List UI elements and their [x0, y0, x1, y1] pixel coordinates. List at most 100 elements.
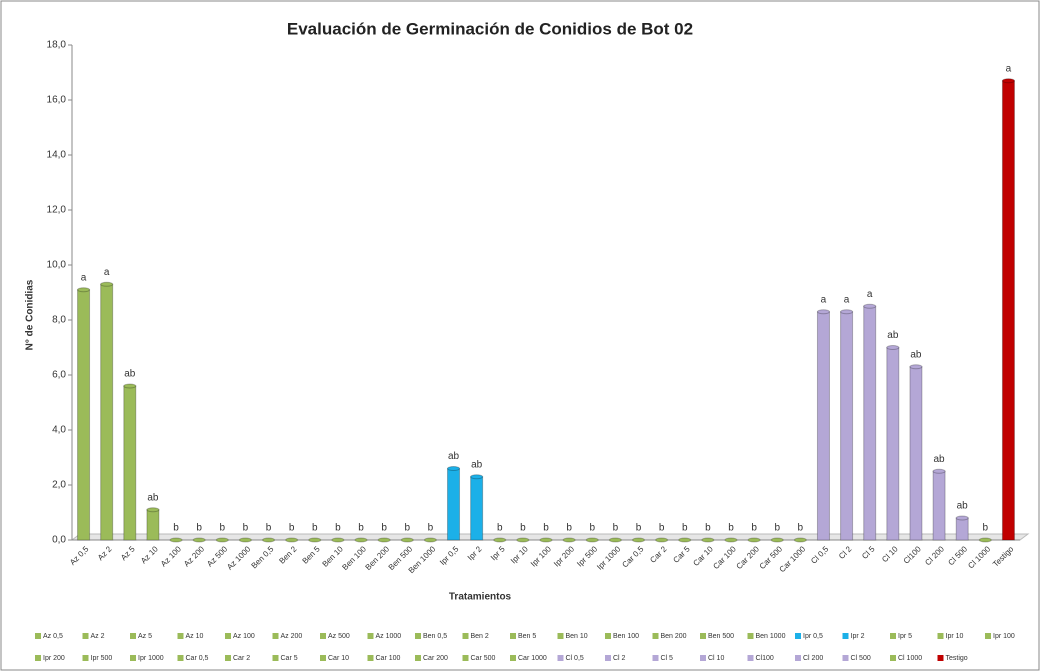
significance-letter: b — [543, 523, 549, 534]
legend-label: Cl 10 — [708, 655, 724, 662]
legend-swatch — [177, 655, 184, 661]
legend-swatch — [842, 633, 849, 639]
legend-label: Az 1000 — [376, 633, 402, 640]
legend-swatch — [890, 633, 896, 639]
significance-letter: b — [566, 523, 572, 534]
significance-letter: b — [266, 523, 272, 534]
significance-letter: a — [1006, 63, 1012, 74]
bar — [909, 366, 923, 541]
legend-swatch — [747, 633, 754, 639]
bar — [816, 311, 830, 541]
bar — [932, 470, 946, 541]
legend-label: Cl 5 — [661, 655, 674, 662]
legend-swatch — [320, 633, 326, 639]
significance-letter: ab — [124, 369, 136, 380]
legend-swatch — [510, 633, 516, 639]
legend-label: Ben 500 — [708, 633, 734, 640]
legend-swatch — [557, 655, 564, 661]
legend-swatch — [842, 655, 849, 661]
bar-cap — [100, 281, 114, 287]
chart-title: Evaluación de Germinación de Conidios de… — [287, 19, 693, 38]
legend-label: Car 500 — [471, 655, 496, 662]
significance-letter: ab — [887, 330, 899, 341]
legend-swatch — [320, 655, 326, 661]
legend-swatch — [367, 655, 374, 661]
legend-swatch — [35, 655, 41, 661]
y-tick-label: 18,0 — [47, 40, 67, 51]
legend-swatch — [937, 633, 944, 639]
bar-cap — [724, 537, 738, 543]
legend-label: Ipr 200 — [43, 655, 65, 662]
significance-letter: b — [983, 523, 989, 534]
legend-label: Car 0,5 — [186, 655, 209, 662]
bar-cap — [932, 468, 946, 474]
bar-cap — [955, 515, 969, 521]
legend-swatch — [462, 633, 469, 639]
bar — [77, 289, 91, 541]
bar — [1001, 80, 1015, 541]
significance-letter: b — [173, 523, 179, 534]
legend-label: Ben 10 — [566, 633, 588, 640]
legend-label: Ipr 5 — [898, 633, 912, 640]
bar-cap — [909, 364, 923, 370]
legend-label: Cl 1000 — [898, 655, 922, 662]
significance-letter: b — [705, 523, 711, 534]
bar — [123, 385, 137, 541]
significance-letter: b — [289, 523, 295, 534]
y-tick-label: 14,0 — [47, 150, 67, 161]
legend-label: Ipr 2 — [851, 633, 865, 640]
legend-label: Car 1000 — [518, 655, 547, 662]
bar — [863, 305, 877, 541]
legend-swatch — [700, 633, 706, 639]
legend-swatch — [605, 633, 611, 639]
bar — [840, 311, 854, 541]
legend-label: Cl 200 — [803, 655, 823, 662]
bar-cap — [793, 537, 807, 543]
bar — [955, 517, 969, 541]
legend-label: Az 5 — [138, 633, 152, 640]
legend-swatch — [700, 655, 706, 661]
bar-cap — [770, 537, 784, 543]
legend-label: Car 200 — [423, 655, 448, 662]
legend-label: Car 2 — [233, 655, 250, 662]
bar-cap — [585, 537, 599, 543]
bar-cap — [516, 537, 530, 543]
legend-swatch — [985, 633, 991, 639]
legend-swatch — [462, 655, 469, 661]
significance-letter: b — [659, 523, 665, 534]
legend-label: Ipr 0,5 — [803, 633, 823, 640]
legend-swatch — [605, 655, 611, 661]
legend-swatch — [795, 633, 801, 639]
bar-cap — [978, 537, 992, 543]
bar-cap — [840, 309, 854, 315]
significance-letter: b — [404, 523, 410, 534]
significance-letter: b — [428, 523, 434, 534]
significance-letter: b — [358, 523, 364, 534]
bar — [447, 468, 461, 541]
y-tick-label: 4,0 — [52, 425, 66, 436]
bar-cap — [238, 537, 252, 543]
significance-letter: b — [220, 523, 226, 534]
significance-letter: b — [589, 523, 595, 534]
bar-cap — [493, 537, 507, 543]
bar — [886, 347, 900, 541]
legend-label: Ipr 500 — [91, 655, 113, 662]
bar-cap — [608, 537, 622, 543]
legend-swatch — [225, 655, 231, 661]
y-axis-title: N° de Conidias — [25, 279, 36, 350]
bar-cap — [863, 303, 877, 309]
legend-label: Az 0,5 — [43, 633, 63, 640]
legend-swatch — [272, 633, 279, 639]
legend-label: Car 5 — [281, 655, 298, 662]
significance-letter: a — [104, 267, 110, 278]
legend-swatch — [652, 633, 659, 639]
significance-letter: a — [821, 294, 827, 305]
legend-swatch — [35, 633, 41, 639]
legend-label: Car 100 — [376, 655, 401, 662]
bar-cap — [1001, 78, 1015, 84]
significance-letter: a — [867, 289, 873, 300]
bar-cap — [678, 537, 692, 543]
bar-cap — [123, 383, 137, 389]
significance-letter: b — [243, 523, 249, 534]
